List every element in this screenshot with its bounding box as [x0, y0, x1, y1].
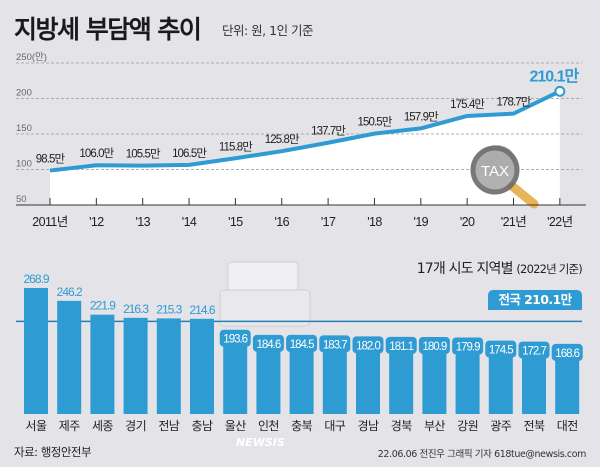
value-label-badge — [286, 334, 318, 352]
x-tick-label: '21년 — [501, 215, 526, 229]
x-tick-label: '22년 — [547, 215, 572, 229]
value-label: 214.6 — [189, 303, 215, 317]
data-label: 125.8만 — [265, 133, 300, 146]
bar — [24, 287, 48, 414]
value-label-badge — [352, 336, 384, 354]
national-label: 전국 — [498, 292, 521, 307]
category-label: 부산 — [424, 419, 445, 433]
y-tick-label: 100 — [16, 159, 32, 170]
bar — [156, 318, 181, 414]
data-label: 150.5만 — [357, 116, 392, 129]
value-label: 184.5 — [290, 339, 314, 351]
data-label: 98.5만 — [36, 153, 66, 166]
newsis-watermark: NEWSIS — [236, 436, 285, 449]
value-label-badge — [485, 340, 517, 358]
data-label: 175.4만 — [450, 98, 485, 111]
value-label: 168.6 — [555, 348, 579, 360]
value-label: 179.9 — [456, 342, 480, 354]
series-line — [49, 89, 561, 173]
value-label: 268.9 — [23, 272, 49, 286]
x-tick-label: 2011년 — [32, 215, 67, 229]
value-label: 174.5 — [489, 345, 513, 357]
value-label-badge — [219, 329, 251, 347]
x-tick-label: '12 — [89, 215, 104, 229]
data-label: 105.5만 — [126, 148, 161, 161]
category-label: 경남 — [358, 419, 379, 433]
data-label: 106.0만 — [79, 147, 114, 160]
magnifier-icon — [470, 145, 520, 195]
value-label: 180.9 — [423, 341, 447, 353]
bar-chart-title: 17개 시도 지역별 (2022년 기준) — [416, 258, 583, 278]
value-label-badge — [252, 334, 284, 352]
value-label: 216.3 — [123, 302, 149, 316]
value-label: 183.7 — [323, 339, 347, 351]
source-note: 자료: 행정안전부 — [14, 445, 92, 459]
x-tick-label: '18 — [367, 215, 382, 229]
y-tick-label: 200 — [16, 88, 32, 99]
category-label: 경기 — [125, 419, 146, 433]
x-tick-label: '20 — [460, 215, 475, 229]
value-label-badge — [319, 335, 351, 353]
category-label: 울산 — [225, 419, 246, 433]
value-label-badge — [551, 343, 583, 361]
data-label: 106.5만 — [172, 147, 207, 160]
value-label: 215.3 — [156, 302, 182, 316]
category-label: 충남 — [192, 419, 213, 433]
value-label: 172.7 — [522, 346, 546, 358]
unit-label: 단위: 원, 1인 기준 — [222, 23, 314, 38]
y-tick-label: 50 — [16, 194, 27, 205]
x-tick-label: '16 — [275, 215, 290, 229]
national-value: 210.1만 — [524, 292, 572, 307]
magnifier-handle-icon — [507, 181, 539, 209]
value-label: 181.1 — [389, 341, 413, 353]
page-title: 지방세 부담액 추이 — [14, 15, 202, 44]
category-label: 충북 — [291, 419, 312, 433]
national-average-badge: 전국 210.1만 — [488, 290, 582, 310]
x-tick-label: '13 — [135, 215, 150, 229]
bar — [190, 318, 214, 414]
category-label: 제주 — [59, 419, 80, 433]
value-label-badge — [385, 336, 417, 354]
bar — [57, 300, 82, 414]
category-label: 대전 — [557, 419, 578, 433]
data-label: 115.8만 — [219, 140, 253, 153]
value-label-badge — [418, 336, 450, 354]
category-label: 강원 — [457, 419, 478, 433]
y-tick-label: 250(만) — [16, 52, 47, 63]
tax-icon-label: TAX — [481, 163, 509, 180]
value-label: 182.0 — [356, 340, 380, 352]
value-label-badge — [518, 341, 550, 359]
x-tick-label: '14 — [182, 215, 197, 229]
bar — [90, 314, 115, 414]
category-label: 전남 — [158, 419, 179, 433]
value-label: 246.2 — [57, 285, 83, 299]
value-label-badge — [452, 337, 484, 355]
category-label: 대구 — [324, 419, 345, 433]
category-label: 서울 — [26, 419, 47, 433]
category-label: 경북 — [391, 419, 412, 433]
data-label: 178.7만 — [497, 96, 532, 109]
value-label: 193.6 — [223, 334, 247, 346]
bar-chart-title-text: 17개 시도 지역별 — [416, 261, 514, 277]
bar-chart-subtitle: (2022년 기준) — [516, 262, 582, 276]
category-label: 전북 — [524, 419, 545, 433]
credit-note: 22.06.06 전진우 그래픽 기자 618tue@newsis.com — [377, 449, 587, 460]
y-tick-label: 150 — [16, 123, 32, 134]
printer-body-icon — [219, 289, 311, 327]
data-label: 137.7만 — [311, 125, 346, 138]
data-label: 157.9만 — [404, 110, 439, 123]
x-tick-label: '19 — [414, 215, 429, 229]
category-label: 세종 — [92, 419, 113, 433]
data-label: 210.1만 — [529, 67, 579, 85]
category-label: 인천 — [258, 418, 279, 433]
data-point-marker — [554, 85, 566, 97]
value-label: 221.9 — [90, 299, 116, 313]
bar — [123, 317, 148, 414]
x-tick-label: '15 — [228, 215, 243, 229]
value-label: 184.6 — [257, 339, 281, 351]
x-tick-label: '17 — [321, 215, 336, 229]
category-label: 광주 — [490, 419, 511, 433]
